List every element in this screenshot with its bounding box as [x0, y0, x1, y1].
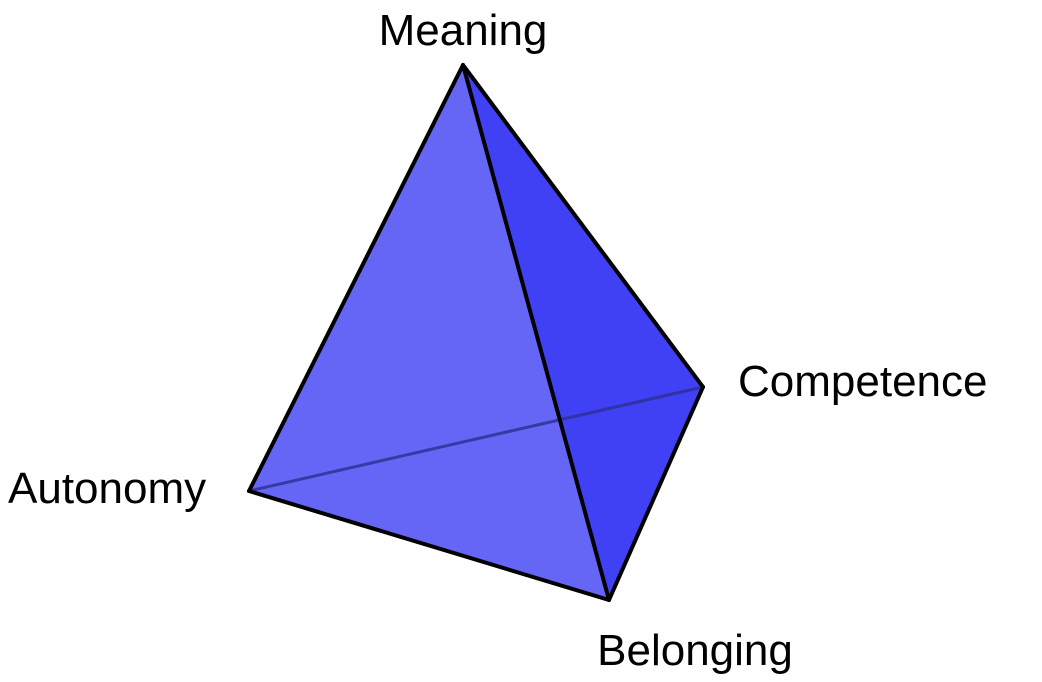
edge-meaning-belonging [461, 63, 611, 602]
right-face [463, 65, 703, 600]
vertex-label-top: Meaning [379, 6, 548, 55]
edge-autonomy-belonging [247, 489, 611, 602]
vertex-label-left: Autonomy [8, 464, 206, 513]
hidden-edge-autonomy-competence [247, 385, 705, 493]
edge-competence-belonging [607, 385, 705, 602]
edge-meaning-competence [461, 63, 705, 389]
vertex-label-bottom: Belonging [597, 626, 793, 675]
vertex-label-right: Competence [738, 357, 987, 406]
front-face [249, 65, 609, 600]
edge-meaning-autonomy [247, 63, 465, 493]
